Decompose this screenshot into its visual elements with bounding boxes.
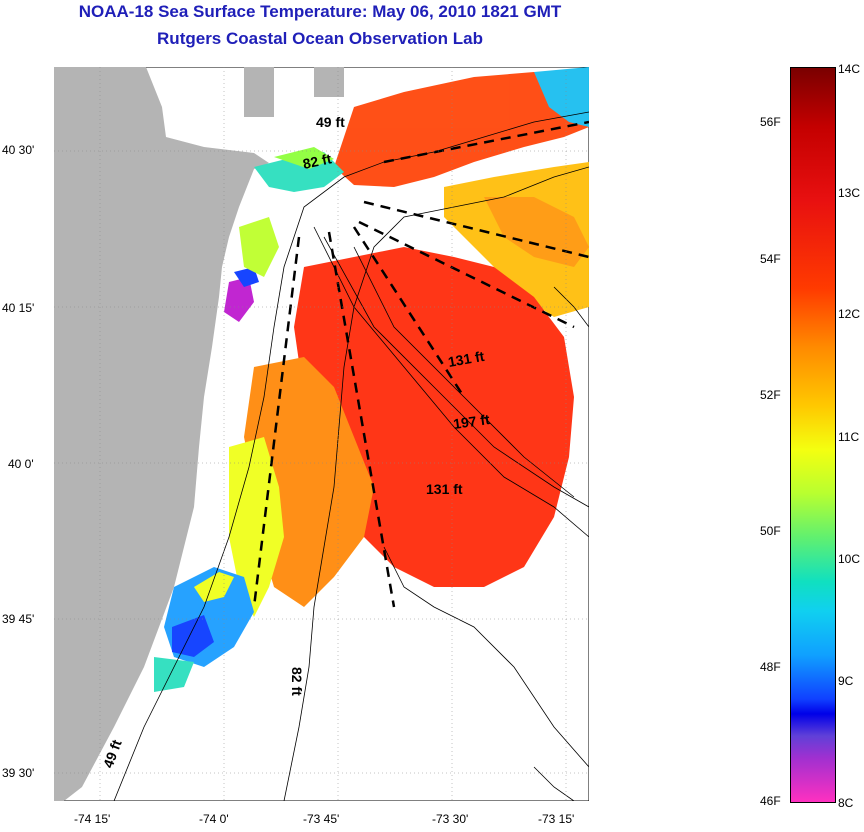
depth-label-82ft-south: 82 ft: [289, 667, 305, 696]
map-title: NOAA-18 Sea Surface Temperature: May 06,…: [78, 2, 562, 21]
lon-label-73-45: -73 45': [303, 812, 340, 826]
temperature-colorbar: [790, 67, 836, 803]
lat-label-39-30: 39 30': [2, 766, 35, 780]
cb-label-13c: 13C: [838, 186, 861, 200]
cb-label-54f: 54F: [760, 252, 781, 266]
cb-label-56f: 56F: [760, 115, 781, 129]
sst-cyan-ne: [534, 67, 589, 127]
depth-label-49ft-north: 49 ft: [316, 114, 345, 130]
cb-label-12c: 12C: [838, 307, 861, 321]
lon-label-74-0: -74 0': [199, 812, 229, 826]
lat-label-39-45: 39 45': [2, 612, 35, 626]
cb-label-11c: 11C: [838, 430, 860, 444]
land-patch: [314, 67, 344, 97]
cb-label-48f: 48F: [760, 660, 781, 674]
sst-magenta: [224, 277, 254, 322]
transect-lines: [252, 120, 589, 608]
sst-cyan-south: [154, 657, 194, 692]
lat-label-40-0: 40 0': [8, 457, 34, 471]
lat-label-40-15: 40 15': [2, 301, 35, 315]
depth-label-131ft-mid: 131 ft: [447, 348, 486, 370]
cb-label-9c: 9C: [838, 674, 854, 688]
land-mass: [54, 67, 269, 801]
depth-label-197ft: 197 ft: [452, 411, 491, 432]
land-patch: [244, 67, 274, 117]
depth-label-131ft-south: 131 ft: [426, 481, 463, 497]
sst-yellow-mid: [239, 217, 279, 277]
lon-label-74-15: -74 15': [74, 812, 111, 826]
cb-label-14c: 14C: [838, 62, 861, 76]
map-subtitle: Rutgers Coastal Ocean Observation Lab: [157, 29, 483, 48]
cb-label-50f: 50F: [760, 524, 781, 538]
sst-warm-north: [334, 72, 589, 187]
sst-blue-north: [234, 267, 259, 287]
cb-label-8c: 8C: [838, 796, 854, 810]
cb-label-52f: 52F: [760, 388, 781, 402]
lon-label-73-15: -73 15': [538, 812, 575, 826]
sst-blue-south: [172, 615, 214, 657]
lon-label-73-30: -73 30': [432, 812, 469, 826]
cb-label-46f: 46F: [760, 794, 781, 808]
sst-green-north: [274, 147, 334, 169]
sst-map: 49 ft 82 ft 131 ft 197 ft 131 ft 82 ft 4…: [54, 67, 589, 801]
cb-label-10c: 10C: [838, 552, 861, 566]
lat-label-40-30: 40 30': [2, 143, 35, 157]
depth-label-82ft-north: 82 ft: [301, 150, 333, 172]
